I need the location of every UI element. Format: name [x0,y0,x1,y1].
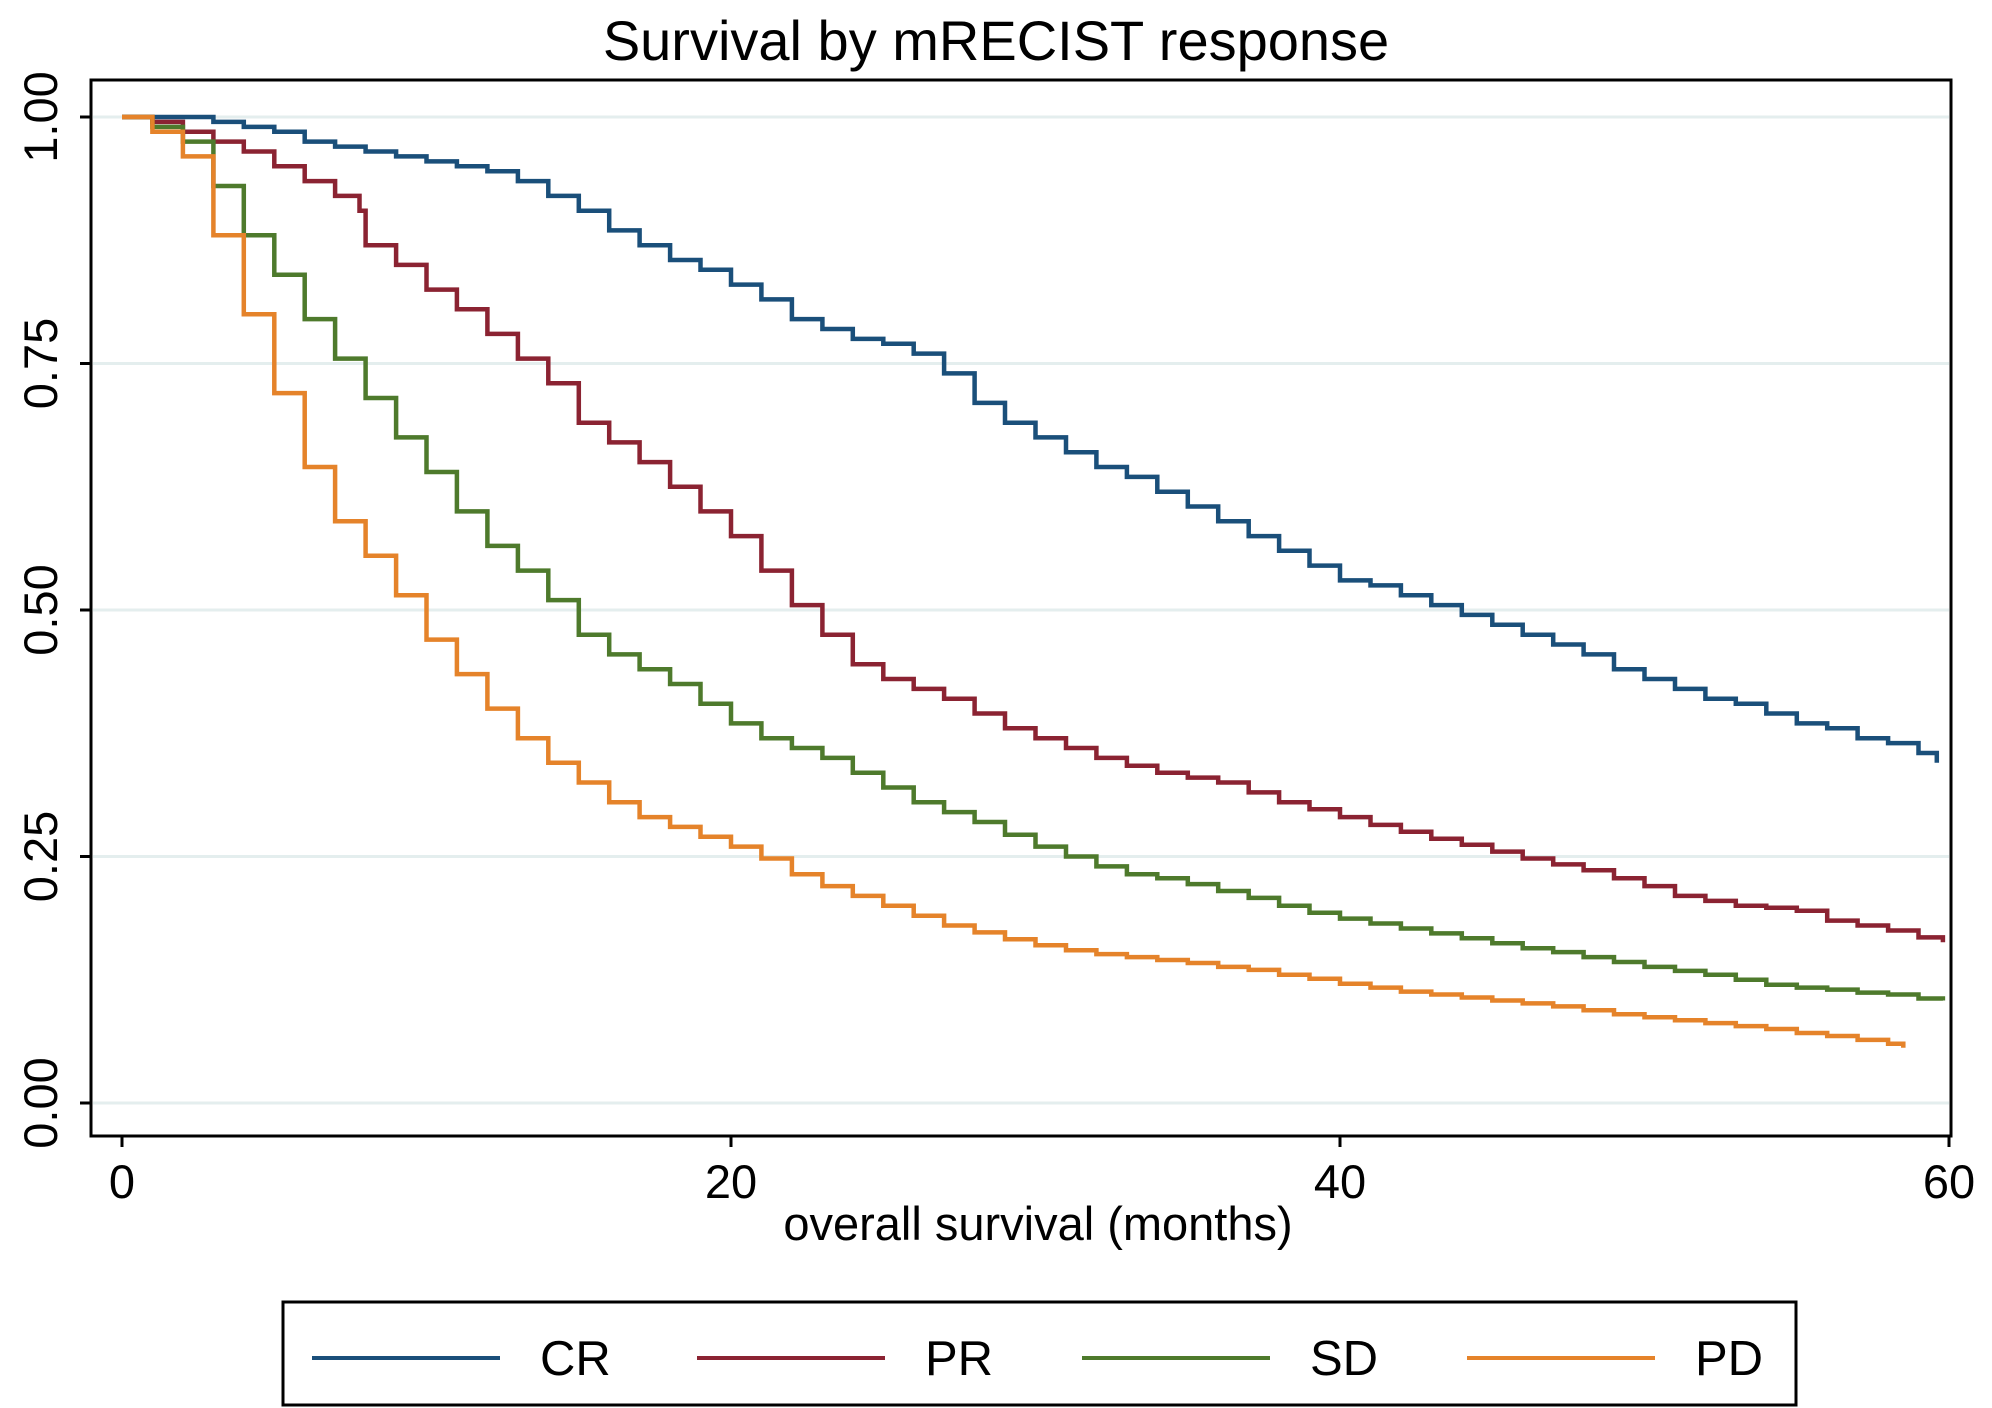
axes: 0.00 0.25 0.50 0.75 1.00 0 20 40 60 [14,71,1975,1208]
legend: CR PR SD PD [312,1332,1763,1386]
y-tick-label: 0.75 [14,318,67,409]
y-tick-label: 0.00 [14,1057,67,1148]
chart-title: Survival by mRECIST response [603,9,1389,72]
series-line-pd [122,114,1906,1048]
legend-label-sd: SD [1310,1332,1378,1386]
y-tick-label: 0.50 [14,564,67,655]
legend-label-pd: PD [1695,1332,1763,1386]
series-lines [122,114,1946,1048]
series-line-cr [122,114,1940,763]
grid-lines [93,115,1949,1105]
x-tick-label: 40 [1314,1155,1366,1208]
series-line-pr [122,114,1946,943]
legend-label-pr: PR [925,1332,993,1386]
x-axis-title: overall survival (months) [783,1197,1292,1250]
x-tick-label: 60 [1923,1155,1975,1208]
series-line-sd [122,114,1946,1001]
y-tick-label: 0.25 [14,811,67,902]
y-tick-label: 1.00 [14,71,67,162]
x-tick-label: 20 [705,1155,757,1208]
legend-label-cr: CR [540,1332,611,1386]
x-tick-label: 0 [109,1155,135,1208]
plot-frame [89,78,1953,1138]
legend-box [281,1300,1798,1407]
